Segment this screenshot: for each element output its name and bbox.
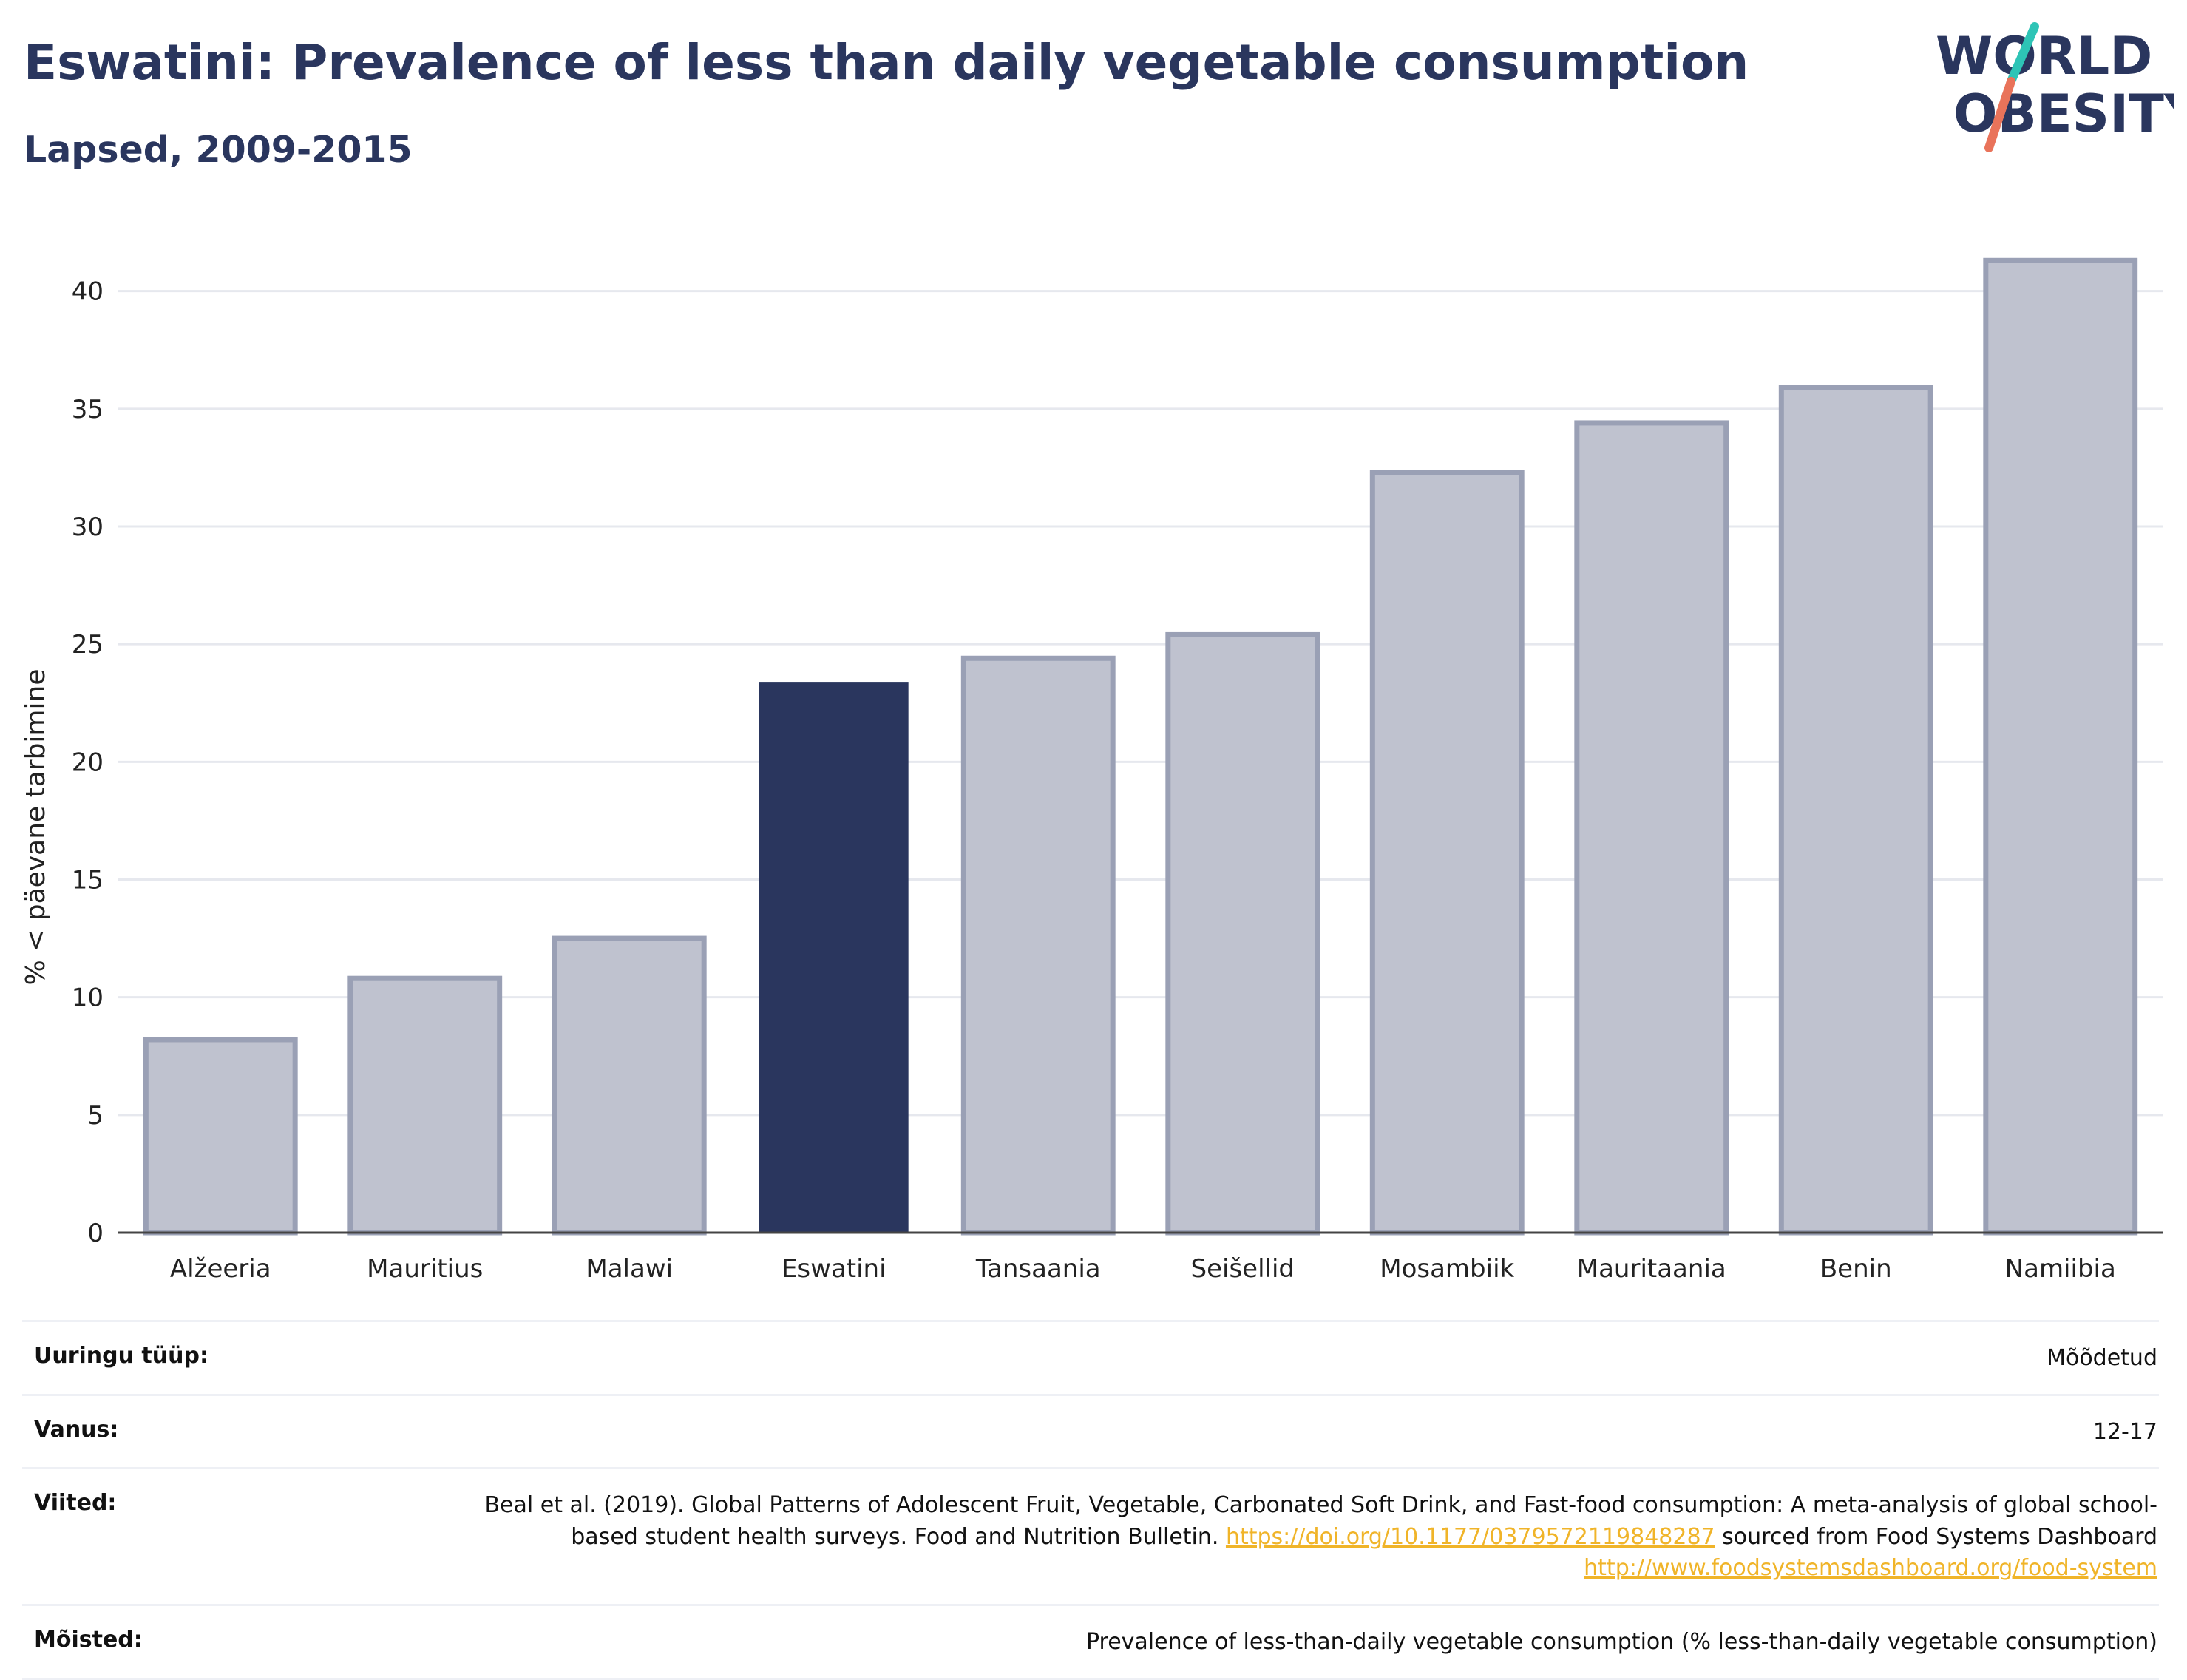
x-tick-label: Malawi (586, 1254, 673, 1284)
info-label: Uuringu tüüp: (34, 1343, 208, 1369)
x-tick-label: Seišellid (1191, 1254, 1295, 1284)
bar[interactable] (960, 655, 1116, 1236)
y-axis-label: % < päevane tarbimine (21, 669, 51, 986)
info-value: Prevalence of less-than-daily vegetable … (1085, 1628, 2157, 1655)
doi-link[interactable]: https://doi.org/10.1177/0379572119848287 (1225, 1523, 1715, 1550)
info-value: Beal et al. (2019). Global Patterns of A… (457, 1490, 2157, 1585)
x-tick-label: Mosambiik (1380, 1254, 1514, 1284)
info-value: Mõõdetud (2047, 1345, 2157, 1371)
world-obesity-logo: WORLD OBESITY (1936, 22, 2174, 152)
y-tick-label: 15 (72, 866, 104, 895)
x-tick-label: Tansaania (975, 1254, 1101, 1284)
bar[interactable] (1983, 257, 2138, 1236)
y-tick-label: 30 (72, 512, 104, 542)
info-row-age: Vanus: 12-17 (22, 1393, 2159, 1468)
info-row-references: Viited: Beal et al. (2019). Global Patte… (22, 1467, 2159, 1604)
x-tick-label: Eswatini (781, 1254, 886, 1284)
bar[interactable] (1369, 470, 1525, 1236)
y-tick-label: 20 (72, 748, 104, 777)
chart-title: Eswatini: Prevalence of less than daily … (24, 34, 1749, 91)
bar[interactable] (1778, 385, 1933, 1236)
x-tick-label: Namiibia (2005, 1254, 2116, 1284)
x-tick-label: Alžeeria (170, 1254, 271, 1284)
info-table: Uuringu tüüp: Mõõdetud Vanus: 12-17 Viit… (22, 1320, 2159, 1680)
y-tick-label: 0 (87, 1219, 104, 1248)
logo-line2: OBESITY (1953, 84, 2174, 144)
x-tick-label: Benin (1820, 1254, 1892, 1284)
y-tick-label: 25 (72, 630, 104, 660)
info-row-definitions: Mõisted: Prevalence of less-than-daily v… (22, 1603, 2159, 1680)
info-value: 12-17 (2092, 1418, 2157, 1445)
dashboard-link[interactable]: http://www.foodsystemsdashboard.org/food… (1584, 1555, 2157, 1582)
y-tick-label: 10 (72, 983, 104, 1013)
info-label: Vanus: (34, 1416, 119, 1443)
x-tick-label: Mauritius (367, 1254, 483, 1284)
x-tick-label: Mauritaania (1577, 1254, 1726, 1284)
logo-line1: WORLD (1936, 26, 2152, 87)
bar[interactable] (1165, 631, 1320, 1236)
x-tick-labels: Alžeeria Mauritius Malawi Eswatini Tansaania… (170, 1254, 2116, 1284)
y-tick-label: 35 (72, 395, 104, 424)
y-tick-label: 5 (87, 1101, 104, 1131)
y-tick-labels: 0 5 10 15 20 25 30 35 40 (72, 277, 104, 1248)
bar[interactable] (552, 935, 707, 1236)
info-label: Viited: (34, 1490, 117, 1517)
bar[interactable] (759, 682, 909, 1233)
bar[interactable] (1574, 420, 1729, 1236)
info-row-survey-type: Uuringu tüüp: Mõõdetud (22, 1320, 2159, 1394)
bars (143, 257, 2138, 1236)
bar[interactable] (347, 975, 503, 1236)
reference-text-2: sourced from Food Systems Dashboard (1715, 1523, 2157, 1550)
chart-subtitle: Lapsed, 2009-2015 (24, 129, 413, 171)
info-label: Mõisted: (34, 1626, 143, 1653)
bar[interactable] (143, 1037, 298, 1236)
bar-chart: Alžeeria Mauritius Malawi Eswatini Tansaania… (21, 257, 2163, 1284)
y-tick-label: 40 (72, 277, 104, 307)
reference-text: Beal et al. (2019). Global Patterns of A… (484, 1492, 2157, 1550)
